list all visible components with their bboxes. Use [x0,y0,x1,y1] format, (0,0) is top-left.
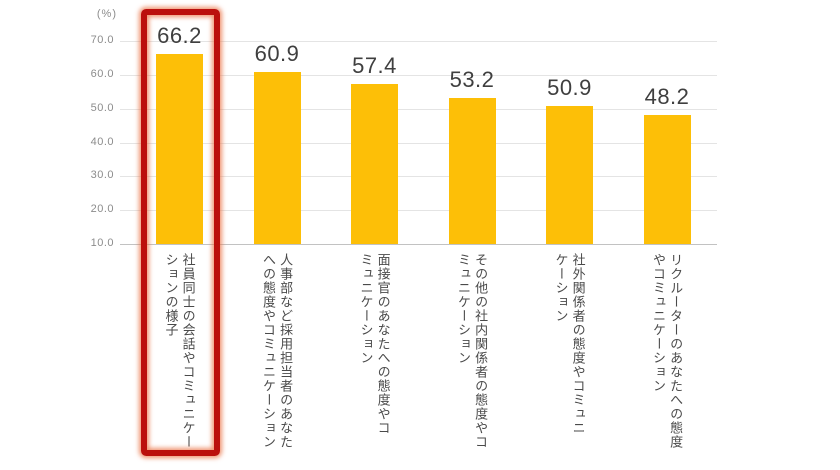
bar [253,71,301,244]
y-axis-tick-label: 20.0 [90,203,114,216]
y-axis-tick-label: 60.0 [90,67,114,80]
bar [643,114,691,244]
x-axis-category-label: 社外関係者の態度やコミュニ ケーション [553,253,586,435]
x-axis-category-label: リクルーターのあなたへの態度 やコミュニケーション [651,253,684,449]
x-axis-baseline [120,244,717,245]
bar [156,53,203,244]
bar-value-label: 50.9 [547,74,592,100]
bar [546,105,593,244]
bar-value-label: 57.4 [352,52,397,78]
x-axis-category-label: 面接官のあなたへの態度やコ ミュニケーション [358,253,391,435]
bar-value-label: 66.2 [157,22,202,48]
x-axis-category-label: 人事部など採用担当者のあなた への態度やコミュニケーション [261,253,294,449]
gridline [120,210,717,212]
y-axis-unit-label: (%) [96,8,117,20]
gridline [120,108,717,110]
y-axis-tick-label: 10.0 [90,237,114,249]
bar [448,97,496,244]
bar-value-label: 53.2 [449,66,495,92]
gridline [120,176,717,178]
gridline [120,74,717,76]
y-axis-tick-label: 70.0 [90,34,114,46]
gridline [120,41,717,42]
x-axis-category-label: 社員同士の会話やコミュニケー ションの様子 [163,253,196,449]
bar-value-label: 60.9 [254,40,300,66]
y-axis-tick-label: 50.0 [90,101,114,114]
x-axis-category-label: その他の社内関係者の態度やコ ミュニケーション [456,253,489,449]
bar [351,83,398,244]
bar-value-label: 48.2 [644,83,690,109]
gridline [120,142,717,144]
y-axis-tick-label: 30.0 [90,169,114,182]
y-axis-tick-label: 40.0 [90,135,114,148]
